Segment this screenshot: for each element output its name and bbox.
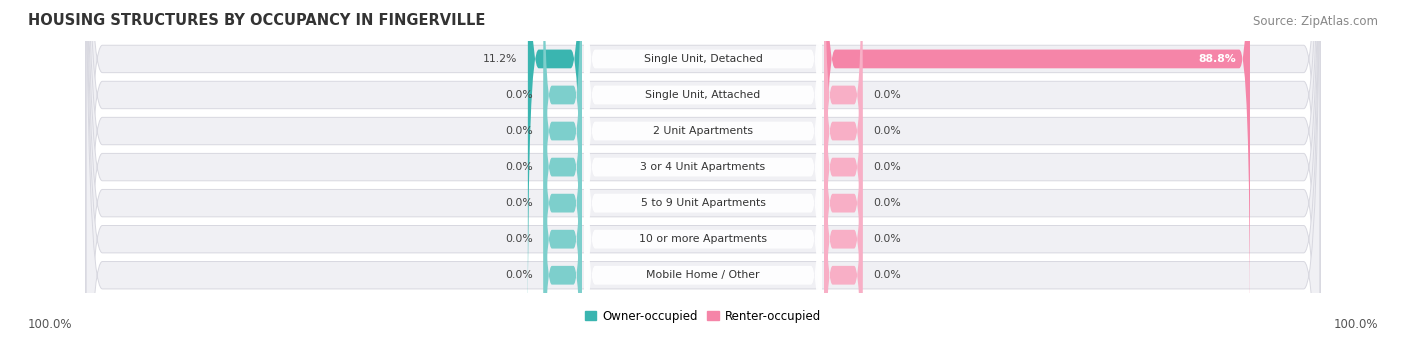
Text: 0.0%: 0.0%	[505, 162, 533, 172]
FancyBboxPatch shape	[544, 0, 582, 341]
Text: 100.0%: 100.0%	[1333, 318, 1378, 331]
Text: 88.8%: 88.8%	[1199, 54, 1236, 64]
Text: 0.0%: 0.0%	[873, 234, 901, 244]
Legend: Owner-occupied, Renter-occupied: Owner-occupied, Renter-occupied	[579, 305, 827, 328]
Text: Mobile Home / Other: Mobile Home / Other	[647, 270, 759, 280]
Text: 0.0%: 0.0%	[873, 198, 901, 208]
FancyBboxPatch shape	[585, 0, 821, 341]
FancyBboxPatch shape	[86, 0, 1320, 341]
FancyBboxPatch shape	[585, 0, 821, 341]
Text: Single Unit, Attached: Single Unit, Attached	[645, 90, 761, 100]
FancyBboxPatch shape	[824, 0, 862, 302]
Text: 0.0%: 0.0%	[873, 90, 901, 100]
Text: 0.0%: 0.0%	[873, 126, 901, 136]
FancyBboxPatch shape	[86, 0, 1320, 341]
Text: Source: ZipAtlas.com: Source: ZipAtlas.com	[1253, 15, 1378, 28]
Text: 10 or more Apartments: 10 or more Apartments	[638, 234, 768, 244]
FancyBboxPatch shape	[824, 0, 862, 341]
FancyBboxPatch shape	[544, 32, 582, 341]
FancyBboxPatch shape	[824, 32, 862, 341]
Text: 0.0%: 0.0%	[505, 198, 533, 208]
Text: 0.0%: 0.0%	[505, 270, 533, 280]
Text: 0.0%: 0.0%	[505, 90, 533, 100]
Text: 0.0%: 0.0%	[505, 126, 533, 136]
FancyBboxPatch shape	[585, 0, 821, 341]
FancyBboxPatch shape	[585, 0, 821, 338]
Text: 0.0%: 0.0%	[873, 162, 901, 172]
FancyBboxPatch shape	[824, 0, 862, 341]
FancyBboxPatch shape	[824, 68, 862, 341]
Text: Single Unit, Detached: Single Unit, Detached	[644, 54, 762, 64]
Text: HOUSING STRUCTURES BY OCCUPANCY IN FINGERVILLE: HOUSING STRUCTURES BY OCCUPANCY IN FINGE…	[28, 13, 485, 28]
Text: 11.2%: 11.2%	[482, 54, 517, 64]
FancyBboxPatch shape	[824, 0, 1250, 338]
Text: 5 to 9 Unit Apartments: 5 to 9 Unit Apartments	[641, 198, 765, 208]
Text: 2 Unit Apartments: 2 Unit Apartments	[652, 126, 754, 136]
Text: 100.0%: 100.0%	[28, 318, 73, 331]
FancyBboxPatch shape	[824, 0, 862, 338]
FancyBboxPatch shape	[544, 0, 582, 338]
FancyBboxPatch shape	[86, 0, 1320, 341]
FancyBboxPatch shape	[585, 0, 821, 341]
FancyBboxPatch shape	[544, 0, 582, 341]
FancyBboxPatch shape	[544, 0, 582, 302]
FancyBboxPatch shape	[585, 0, 821, 341]
Text: 0.0%: 0.0%	[505, 234, 533, 244]
Text: 3 or 4 Unit Apartments: 3 or 4 Unit Apartments	[641, 162, 765, 172]
FancyBboxPatch shape	[86, 0, 1320, 341]
FancyBboxPatch shape	[86, 0, 1320, 341]
Text: 0.0%: 0.0%	[873, 270, 901, 280]
FancyBboxPatch shape	[527, 0, 582, 338]
FancyBboxPatch shape	[86, 0, 1320, 341]
FancyBboxPatch shape	[86, 0, 1320, 341]
FancyBboxPatch shape	[585, 0, 821, 341]
FancyBboxPatch shape	[544, 68, 582, 341]
